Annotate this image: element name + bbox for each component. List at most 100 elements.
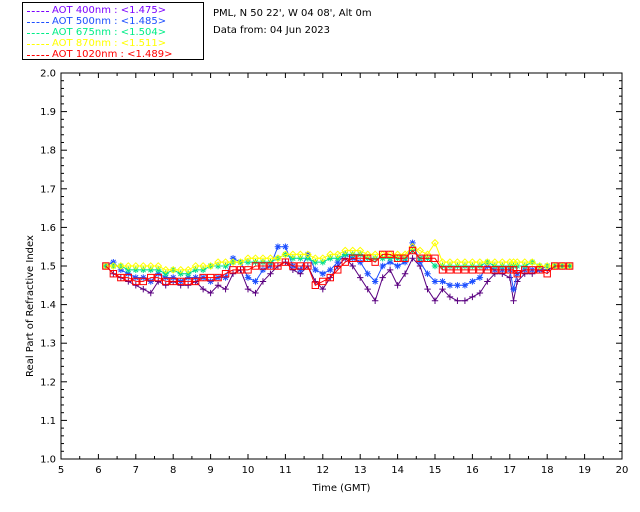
data-point [117, 273, 125, 282]
data-point [282, 243, 289, 250]
x-axis-label: Time (GMT) [312, 483, 371, 494]
data-point [379, 262, 386, 270]
data-point [222, 274, 229, 281]
x-tick-label: 12 [316, 465, 329, 476]
data-point [229, 258, 237, 267]
data-point [140, 274, 147, 281]
legend-entry-870nm: AOT 870nm : <1.511> [27, 38, 166, 50]
data-point [476, 274, 484, 281]
data-point [356, 254, 364, 262]
data-point [281, 258, 290, 266]
data-point [520, 258, 529, 267]
data-point [147, 278, 154, 285]
data-point [371, 297, 379, 304]
data-point [483, 266, 492, 274]
data-point [446, 293, 454, 301]
y-tick-label: 1.5 [40, 262, 56, 273]
data-point [191, 277, 200, 286]
data-point [244, 266, 252, 274]
y-tick-label: 1.9 [40, 107, 56, 118]
data-point [394, 262, 401, 270]
data-point [363, 250, 372, 259]
data-point [312, 278, 319, 285]
data-point [490, 258, 499, 267]
data-point [155, 278, 162, 285]
data-point [475, 258, 484, 267]
data-point [102, 262, 110, 270]
data-point [357, 274, 364, 281]
data-point [550, 262, 559, 270]
data-point [319, 270, 326, 277]
data-point [453, 258, 462, 267]
data-point [364, 270, 371, 277]
data-point [214, 282, 222, 289]
data-point [155, 270, 162, 277]
data-point [423, 250, 432, 259]
data-point [468, 258, 477, 267]
data-point [251, 254, 260, 263]
data-point [528, 266, 536, 274]
y-tick-label: 1.2 [40, 377, 56, 388]
data-point [454, 297, 461, 304]
data-point [349, 254, 357, 262]
data-point [401, 258, 409, 266]
data-point [259, 262, 267, 270]
data-point [162, 274, 169, 281]
legend: AOT 400nm : <1.475> AOT 500nm : <1.485> … [22, 2, 204, 60]
data-point [394, 282, 401, 289]
data-point [259, 278, 267, 285]
data-point [206, 273, 215, 282]
y-axis: 1.0 1.1 1.2 1.3 1.4 1.5 1.6 1.7 1.8 1.9 2.0 [40, 69, 622, 466]
legend-entry-675nm: AOT 675nm : <1.504> [27, 27, 166, 39]
data-point [176, 277, 185, 286]
data-point [528, 258, 537, 267]
data-point [438, 266, 447, 274]
data-point [266, 254, 275, 263]
data-point [513, 258, 522, 267]
data-point [431, 278, 439, 285]
legend-swatch [27, 32, 49, 34]
data-point [274, 243, 282, 250]
data-point [461, 282, 469, 289]
x-tick-label: 11 [279, 465, 292, 476]
x-tick-label: 8 [170, 465, 176, 476]
data-point [386, 250, 394, 259]
data-point [132, 277, 140, 286]
legend-label: AOT 500nm : <1.485> [52, 16, 167, 27]
x-tick-label: 5 [58, 465, 64, 476]
x-tick-label: 20 [616, 465, 629, 476]
data-point [319, 277, 327, 286]
x-tick-label: 14 [391, 465, 404, 476]
data-point [184, 282, 192, 289]
data-point [510, 285, 517, 293]
data-point [476, 289, 484, 297]
data-point [498, 258, 507, 267]
data-point [371, 278, 379, 285]
data-point [431, 254, 439, 262]
data-point [170, 274, 177, 281]
data-point [236, 258, 245, 267]
data-point [132, 274, 139, 281]
data-point [116, 262, 125, 270]
data-point [191, 262, 200, 270]
data-point [252, 278, 259, 285]
data-point [333, 250, 342, 259]
data-point [289, 262, 297, 270]
data-point [327, 266, 334, 274]
series-4 [102, 246, 574, 290]
data-point [244, 254, 252, 263]
data-point [408, 246, 417, 255]
data-point [132, 282, 139, 289]
data-point [236, 266, 245, 274]
data-point [169, 265, 178, 274]
data-point [184, 274, 192, 281]
x-tick-label: 16 [466, 465, 479, 476]
data-point [469, 278, 476, 285]
data-point [124, 273, 133, 282]
data-point [229, 270, 237, 277]
data-point [348, 246, 357, 255]
x-tick-label: 18 [541, 465, 554, 476]
data-point [439, 285, 446, 293]
y-tick-label: 1.6 [40, 223, 56, 234]
data-point [454, 282, 461, 289]
